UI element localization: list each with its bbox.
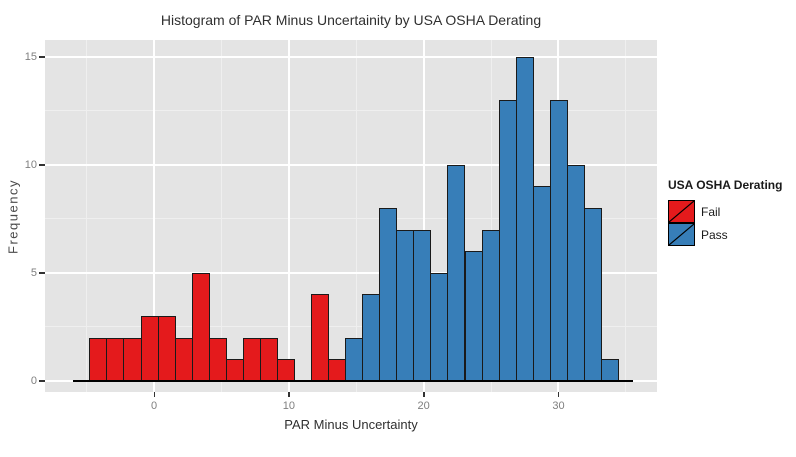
histogram-bar-fail [140, 315, 159, 382]
histogram-bar-fail [276, 359, 295, 382]
histogram-bar-pass [345, 337, 364, 382]
legend-label-pass: Pass [701, 227, 728, 242]
gridline-major-horizontal [45, 163, 657, 166]
pass-swatch-icon [668, 222, 695, 246]
x-axis-title: PAR Minus Uncertainty [284, 417, 418, 432]
histogram-bar-pass [430, 272, 449, 382]
y-tick-label: 0 [30, 374, 37, 387]
legend-item-fail: Fail [668, 200, 794, 223]
gridline-major-horizontal [45, 271, 657, 274]
histogram-bar-pass [532, 186, 551, 382]
y-tick-mark [39, 272, 45, 274]
histogram-bar-pass [549, 100, 568, 382]
diagonal-slash-icon [669, 201, 694, 222]
x-tick-mark [423, 392, 425, 397]
histogram-bar-fail [89, 337, 108, 382]
y-tick-mark [39, 164, 45, 166]
gridline-major-vertical [153, 40, 156, 392]
y-tick-label: 15 [24, 50, 37, 63]
histogram-bar-pass [362, 294, 381, 382]
legend-item-pass: Pass [668, 222, 794, 246]
x-axis-line [73, 380, 633, 383]
y-tick-label: 10 [24, 158, 37, 171]
histogram-bar-pass [583, 208, 602, 382]
x-tick-label: 30 [552, 400, 565, 412]
gridline-minor-horizontal [45, 218, 657, 220]
y-axis-title: Frequency [5, 179, 21, 254]
plot-panel [45, 40, 657, 392]
x-tick-mark [557, 392, 560, 397]
x-tick-label: 0 [150, 400, 158, 412]
histogram-bar-fail [157, 315, 176, 382]
y-tick-label: 5 [30, 266, 37, 279]
y-tick-mark [39, 56, 45, 58]
histogram-bar-pass [447, 164, 466, 382]
fail-swatch-icon [668, 200, 695, 223]
histogram-bar-fail [259, 337, 278, 382]
legend-label-fail: Fail [701, 204, 721, 219]
gridline-minor-vertical [490, 40, 492, 392]
x-tick-label: 20 [417, 400, 430, 412]
diagonal-slash-icon [669, 223, 694, 245]
y-tick-mark [39, 380, 45, 382]
gridline-minor-horizontal [45, 110, 657, 112]
histogram-bar-fail [328, 359, 347, 382]
histogram-bar-pass [396, 229, 415, 382]
histogram-bar-fail [123, 337, 142, 382]
chart-title: Histogram of PAR Minus Uncertainity by U… [160, 12, 542, 28]
gridline-minor-vertical [220, 40, 222, 392]
histogram-bar-fail [106, 337, 125, 382]
gridline-minor-vertical [625, 40, 627, 392]
histogram-bar-fail [311, 294, 330, 382]
x-tick-label: 10 [282, 400, 295, 412]
histogram-bar-pass [413, 229, 432, 382]
gridline-minor-vertical [86, 40, 88, 392]
legend-title: USA OSHA Derating [668, 178, 783, 192]
gridline-major-vertical [287, 40, 290, 392]
x-tick-mark [288, 392, 290, 397]
gridline-major-vertical [422, 40, 425, 392]
histogram-bar-fail [174, 337, 193, 382]
gridline-major-horizontal [45, 55, 657, 58]
histogram-bar-pass [481, 229, 500, 382]
histogram-bar-pass [600, 359, 619, 382]
x-tick-mark [153, 392, 156, 397]
histogram-bar-pass [566, 164, 585, 382]
histogram-bar-pass [464, 251, 483, 382]
histogram-bar-pass [515, 56, 534, 382]
histogram-bar-fail [191, 272, 210, 382]
histogram-bar-pass [379, 208, 398, 382]
legend: USA OSHA Derating Fail Pass [668, 178, 794, 246]
gridline-minor-horizontal [45, 326, 657, 328]
histogram-bar-fail [208, 337, 227, 382]
gridline-minor-vertical [355, 40, 357, 392]
histogram-bar-pass [498, 100, 517, 382]
histogram-bar-fail [225, 359, 244, 382]
histogram-bar-fail [242, 337, 261, 382]
